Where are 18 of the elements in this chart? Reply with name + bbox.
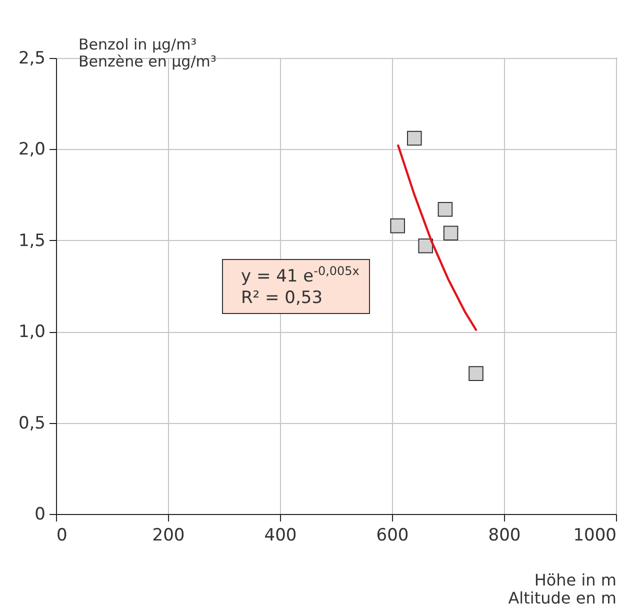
y-axis-title: Benzol in μg/m³ Benzène en μg/m³ xyxy=(78,36,216,70)
x-axis-title: Höhe in m Altitude en m xyxy=(508,570,616,608)
y-tick-label: 1,0 xyxy=(18,322,46,342)
x-tick-label: 400 xyxy=(264,526,297,546)
y-tick-label: 2,0 xyxy=(18,140,46,160)
note-box: y = 41 e$^{-0,005x}$ R² = 0,53 xyxy=(222,259,370,314)
x-tick-label: 200 xyxy=(152,526,185,546)
y-tick-label: 2,5 xyxy=(18,48,46,68)
y-tick-label: 1,5 xyxy=(18,230,46,251)
x-tick-label: 0 xyxy=(56,526,68,546)
annotation: R² = 0,53 xyxy=(241,288,324,310)
x-tick-label: 600 xyxy=(376,526,409,546)
annotation: y = 41 e$^{-0,005x}$ xyxy=(241,264,360,288)
y-tick-label: 0 xyxy=(34,504,46,524)
x-tick-label: 1000 xyxy=(573,526,616,546)
x-tick-label: 800 xyxy=(488,526,521,546)
y-tick-label: 0,5 xyxy=(18,413,46,434)
line-series xyxy=(397,144,478,331)
